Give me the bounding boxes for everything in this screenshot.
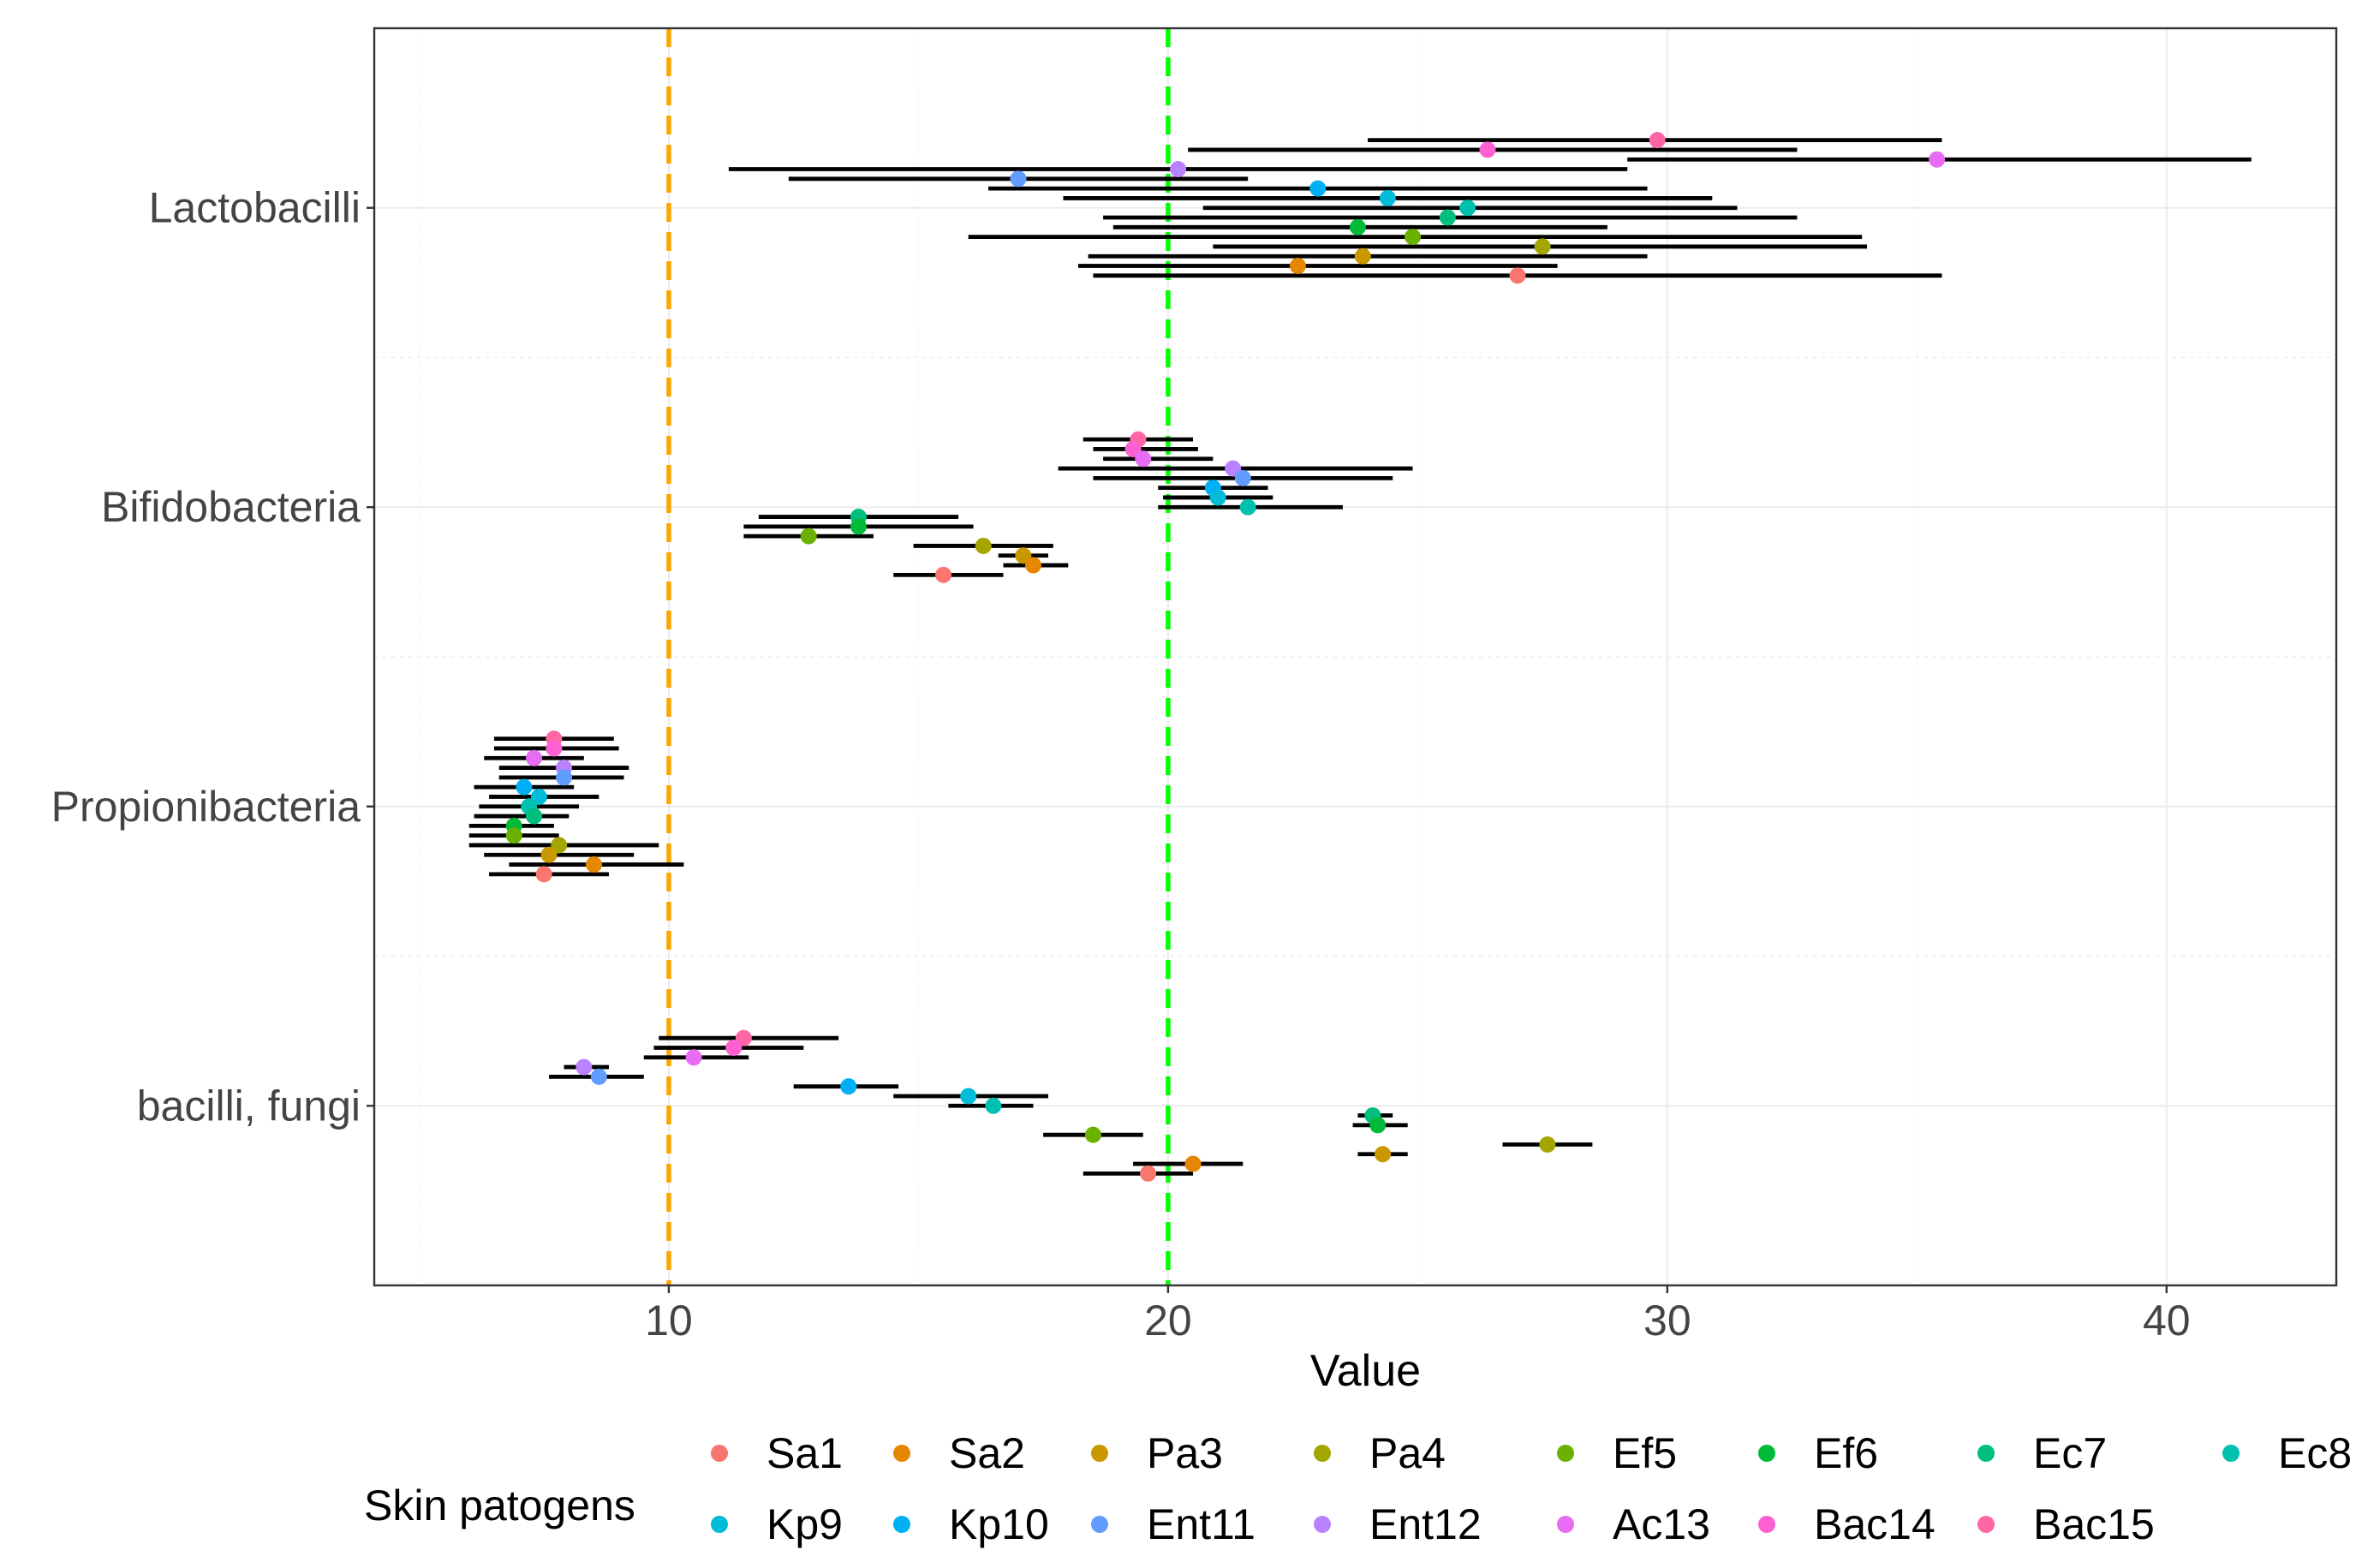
data-point xyxy=(1184,1155,1202,1172)
legend-key xyxy=(1557,1445,1574,1462)
legend-key xyxy=(1977,1516,1995,1533)
data-point xyxy=(960,1088,977,1105)
data-point xyxy=(1010,170,1027,188)
legend-label: Sa2 xyxy=(949,1429,1025,1477)
legend-key xyxy=(1091,1445,1108,1462)
x-tick-label: 30 xyxy=(1643,1297,1691,1344)
data-point xyxy=(725,1039,743,1056)
legend-label: Bac15 xyxy=(2033,1500,2155,1548)
legend-key xyxy=(1557,1516,1574,1533)
legend-label: Pa3 xyxy=(1147,1429,1223,1477)
data-point xyxy=(1354,247,1371,265)
data-points xyxy=(505,132,1946,1182)
legend-label: Ent12 xyxy=(1369,1500,1482,1548)
data-point xyxy=(576,1058,593,1076)
legend-label: Ac13 xyxy=(1613,1500,1710,1548)
x-tick-label: 40 xyxy=(2143,1297,2191,1344)
legend-label: Bac14 xyxy=(1814,1500,1935,1548)
legend-label: Kp9 xyxy=(766,1500,843,1548)
legend-title: Skin patogens xyxy=(364,1482,635,1529)
legend-label: Ef5 xyxy=(1613,1429,1677,1477)
data-point xyxy=(551,837,568,854)
data-point xyxy=(1379,189,1396,206)
data-point xyxy=(526,749,543,766)
data-point xyxy=(800,528,817,545)
legend-key xyxy=(1314,1445,1331,1462)
legend: Skin patogens Sa1 Sa2 Pa3 Pa4 Ef5 Ef6 Ec7 Ec8 Kp… xyxy=(364,1429,2352,1548)
data-point xyxy=(1439,209,1456,226)
data-point xyxy=(1170,161,1187,178)
legend-label: Kp10 xyxy=(949,1500,1049,1548)
data-point xyxy=(505,827,522,844)
data-point xyxy=(1479,141,1496,158)
data-point xyxy=(1209,489,1226,506)
data-point xyxy=(685,1049,702,1066)
data-point xyxy=(975,537,992,554)
data-point xyxy=(1375,1146,1392,1163)
legend-key xyxy=(711,1445,728,1462)
data-point xyxy=(1015,547,1032,564)
y-axis-ticks: Lactobacilli Bifidobacteria Propionibacter… xyxy=(51,184,374,1130)
data-point xyxy=(1239,498,1256,516)
y-tick-label: Lactobacilli xyxy=(149,184,361,232)
legend-key xyxy=(893,1445,910,1462)
data-point xyxy=(935,566,952,583)
data-point xyxy=(535,866,552,883)
y-tick-label: Propionibacteria xyxy=(51,783,361,831)
legend-label: Pa4 xyxy=(1369,1429,1446,1477)
data-point xyxy=(1309,180,1327,197)
data-point xyxy=(850,518,867,535)
legend-key xyxy=(1977,1445,1995,1462)
data-point xyxy=(1135,450,1152,468)
y-tick-label: Bifidobacteria xyxy=(101,483,361,531)
legend-label: Ent11 xyxy=(1147,1500,1256,1548)
legend-key xyxy=(2222,1445,2240,1462)
data-point xyxy=(1405,229,1422,246)
data-point xyxy=(546,740,563,757)
data-point xyxy=(530,788,547,805)
data-point xyxy=(1084,1126,1101,1143)
data-point xyxy=(840,1078,857,1095)
data-point xyxy=(1140,1165,1157,1182)
x-tick-label: 10 xyxy=(645,1297,693,1344)
legend-label: Sa1 xyxy=(766,1429,843,1477)
data-point xyxy=(1024,557,1041,574)
legend-key xyxy=(1758,1516,1775,1533)
data-point xyxy=(1459,200,1476,217)
data-point xyxy=(590,1068,607,1085)
legend-key xyxy=(711,1516,728,1533)
legend-key xyxy=(893,1516,910,1533)
data-point xyxy=(540,846,558,863)
data-point xyxy=(556,769,573,786)
panel-border xyxy=(373,27,2338,1287)
data-point xyxy=(1929,151,1946,168)
data-point xyxy=(1534,238,1551,255)
data-point xyxy=(526,808,543,825)
data-point xyxy=(1649,132,1666,149)
data-point xyxy=(1509,267,1526,284)
data-point xyxy=(1124,440,1142,457)
data-point xyxy=(1349,218,1366,235)
y-tick-label: bacilli, fungi xyxy=(137,1082,361,1130)
data-point xyxy=(516,778,533,796)
legend-label: Ec7 xyxy=(2033,1429,2107,1477)
data-point xyxy=(1539,1136,1556,1153)
x-axis-ticks: 10 20 30 40 xyxy=(645,1285,2191,1344)
x-axis-title: Value xyxy=(1310,1346,1421,1396)
data-point xyxy=(735,1029,752,1046)
legend-key xyxy=(1091,1516,1108,1533)
legend-label: Ef6 xyxy=(1814,1429,1878,1477)
data-point xyxy=(1225,460,1242,477)
data-point xyxy=(585,856,602,873)
data-point xyxy=(1234,469,1251,486)
data-point xyxy=(1289,258,1306,275)
legend-key xyxy=(1758,1445,1775,1462)
data-point xyxy=(985,1097,1002,1114)
x-tick-label: 20 xyxy=(1144,1297,1192,1344)
legend-key xyxy=(1314,1516,1331,1533)
data-point xyxy=(1369,1117,1387,1134)
legend-label: Ec8 xyxy=(2278,1429,2352,1477)
